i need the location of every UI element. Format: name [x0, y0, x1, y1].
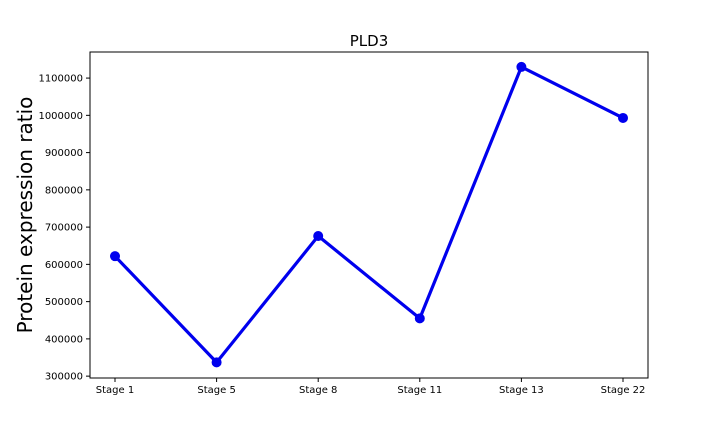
x-tick-label: Stage 13	[499, 385, 544, 396]
x-tick-label: Stage 1	[96, 385, 134, 396]
data-point	[618, 112, 628, 123]
y-tick-label: 500000	[45, 297, 83, 308]
y-tick-label: 600000	[45, 260, 83, 271]
y-tick-label: 1100000	[38, 74, 83, 85]
x-tick-label: Stage 5	[197, 385, 235, 396]
y-tick-label: 400000	[45, 334, 83, 345]
plot-frame	[89, 51, 649, 379]
x-tick-label: Stage 8	[299, 385, 337, 396]
series-line	[113, 65, 624, 364]
data-point	[516, 61, 527, 72]
y-tick-label: 1000000	[38, 111, 83, 122]
data-point	[414, 313, 425, 324]
y-tick-label: 700000	[45, 223, 83, 234]
chart-title: PLD3	[350, 32, 389, 50]
data-point	[211, 357, 222, 368]
y-axis-label: Protein expression ratio	[13, 97, 37, 334]
plot-area: 300000 400000 500000 600000 700000 800000 9000…	[38, 51, 649, 396]
y-tick-label: 800000	[45, 185, 83, 196]
y-tick-label: 900000	[45, 148, 83, 159]
y-tick-label: 300000	[45, 372, 83, 383]
x-tick-label: Stage 22	[601, 385, 646, 396]
x-tick-label: Stage 11	[397, 385, 442, 396]
data-point	[110, 251, 120, 262]
data-point	[313, 231, 324, 242]
